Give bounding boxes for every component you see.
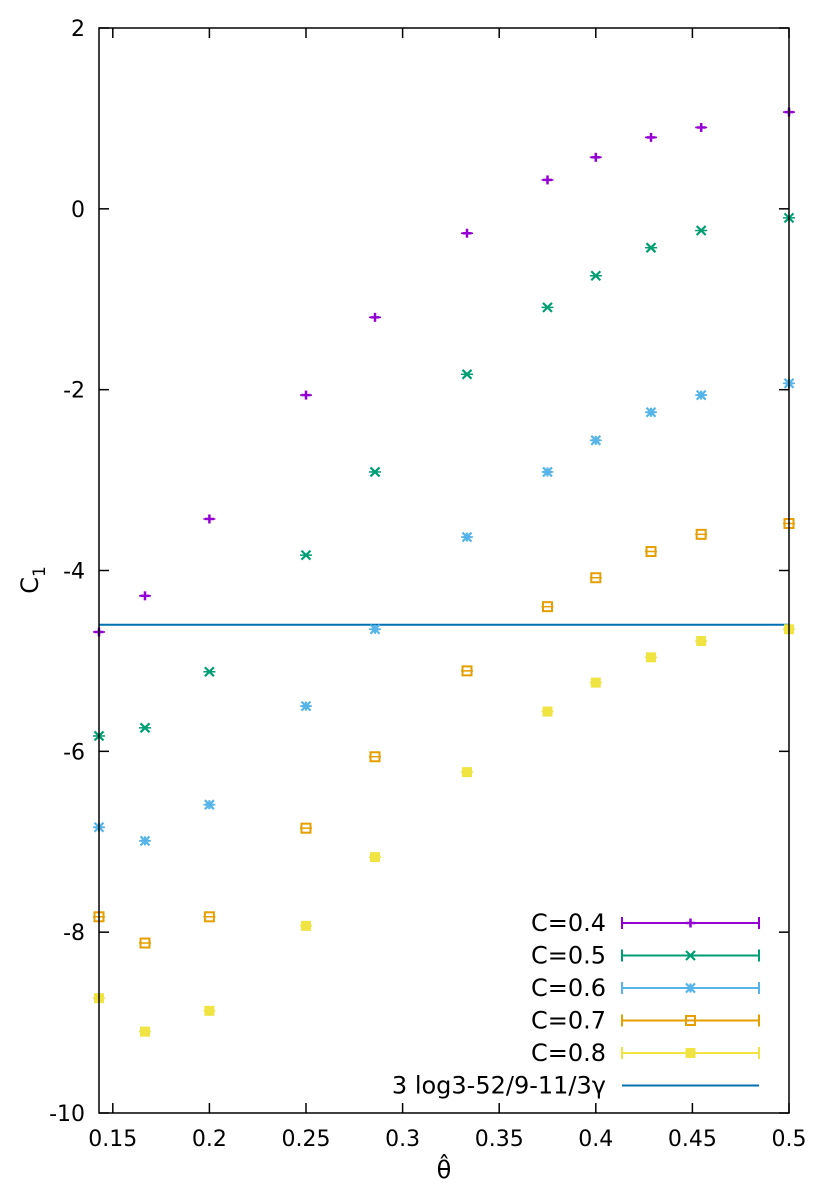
data-point xyxy=(695,225,708,236)
data-point xyxy=(203,666,216,678)
data-point xyxy=(300,700,313,712)
data-point xyxy=(695,122,708,132)
legend-label: C=0.6 xyxy=(531,974,606,1002)
data-point xyxy=(139,1026,152,1037)
y-axis-title-subscript: 1 xyxy=(30,566,50,577)
data-point xyxy=(300,549,313,561)
legend-label: C=0.7 xyxy=(531,1007,606,1035)
y-tick-label: 2 xyxy=(71,17,85,42)
data-point xyxy=(541,706,554,717)
x-axis-title: θ̂ xyxy=(437,1154,452,1184)
y-axis-title: C1 xyxy=(16,566,50,594)
legend-marker xyxy=(685,1015,696,1026)
data-point xyxy=(300,822,313,834)
data-point xyxy=(644,546,657,558)
data-point xyxy=(368,312,381,322)
legend-marker xyxy=(686,918,695,928)
legend-label: C=0.5 xyxy=(531,942,606,970)
data-point xyxy=(695,636,708,647)
data-point xyxy=(300,920,313,931)
y-tick-label: -10 xyxy=(49,1102,85,1127)
legend-label: C=0.8 xyxy=(531,1039,606,1067)
data-point xyxy=(695,528,708,540)
data-point xyxy=(460,369,473,380)
data-point xyxy=(589,572,602,584)
y-tick-label: -4 xyxy=(63,560,85,585)
data-point xyxy=(589,435,602,446)
data-point xyxy=(541,175,554,185)
x-tick-label: 0.45 xyxy=(668,1127,717,1152)
data-point xyxy=(139,591,152,601)
x-tick-label: 0.5 xyxy=(772,1127,807,1152)
data-point xyxy=(695,389,708,401)
svg-text:C1: C1 xyxy=(16,566,50,594)
y-tick-label: -2 xyxy=(63,379,85,404)
y-tick-label: -8 xyxy=(63,921,85,946)
y-tick-label: 0 xyxy=(71,198,85,223)
legend-label: 3 log3-52/9-11/3γ xyxy=(392,1072,606,1100)
data-point xyxy=(203,799,216,810)
data-point xyxy=(300,390,313,400)
data-point xyxy=(203,1005,216,1016)
legend-marker xyxy=(685,1048,696,1058)
data-point xyxy=(139,937,152,949)
y-tick-label: -6 xyxy=(63,740,85,765)
axes: -10 -8 -6 -4 -2 0 2 0.15 0.2 0.25 0.3 0.35 0.4 0.45 0.… xyxy=(49,17,806,1152)
data-point xyxy=(203,514,216,524)
data-point xyxy=(589,677,602,688)
legend-marker xyxy=(685,982,696,994)
data-point xyxy=(460,228,473,238)
data-point xyxy=(139,835,152,847)
data-point xyxy=(460,665,473,677)
data-point xyxy=(644,132,657,142)
data-point xyxy=(203,911,216,923)
legend-label: C=0.4 xyxy=(531,909,606,937)
x-tick-label: 0.3 xyxy=(385,1127,420,1152)
plot-marks xyxy=(93,107,795,1037)
data-point xyxy=(368,466,381,478)
x-tick-label: 0.15 xyxy=(88,1127,137,1152)
data-point xyxy=(644,652,657,663)
data-point xyxy=(368,751,381,763)
data-point xyxy=(460,531,473,543)
data-point xyxy=(460,767,473,778)
x-tick-label: 0.2 xyxy=(192,1127,227,1152)
data-point xyxy=(368,852,381,863)
x-tick-label: 0.4 xyxy=(578,1127,613,1152)
plot-frame xyxy=(98,27,790,1114)
data-point xyxy=(644,406,657,418)
data-point xyxy=(541,601,554,613)
x-tick-label: 0.25 xyxy=(282,1127,331,1152)
data-point xyxy=(139,722,152,734)
legend-marker xyxy=(685,950,696,961)
legend: C=0.4 C=0.5 C=0.6 C=0.7 C=0.8 3 log3-52/9-11/… xyxy=(392,909,760,1100)
data-point xyxy=(541,302,554,313)
data-point xyxy=(541,466,554,478)
data-point xyxy=(644,242,657,253)
x-tick-label: 0.35 xyxy=(475,1127,524,1152)
data-point xyxy=(589,152,602,162)
data-point xyxy=(368,623,381,635)
data-point xyxy=(589,270,602,282)
y-axis-title-main: C xyxy=(16,577,44,594)
